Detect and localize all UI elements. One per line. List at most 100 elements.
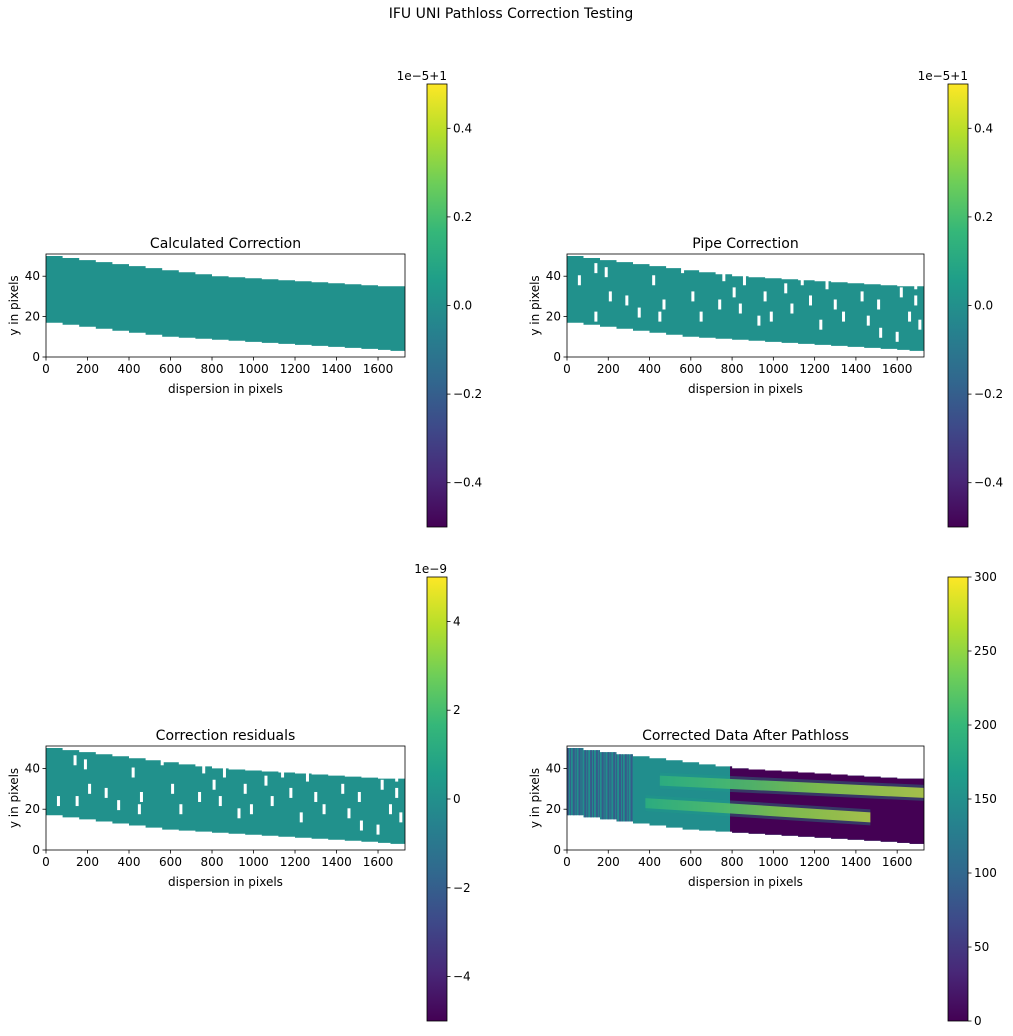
masked-pixel	[625, 295, 629, 306]
masked-pixel	[658, 311, 662, 322]
masked-pixel	[117, 800, 121, 811]
masked-pixel	[800, 275, 804, 286]
masked-pixel	[270, 796, 274, 807]
colorbar: −0.4 −0.2 0.0 0.2 0.4 1e−5+1	[397, 69, 482, 528]
colorbar-gradient	[427, 577, 447, 1021]
x-tick-label: 800	[721, 362, 744, 376]
masked-pixel	[908, 311, 912, 322]
y-tick-label: 0	[553, 350, 561, 364]
masked-pixel	[691, 291, 695, 302]
x-tick-label: 600	[679, 362, 702, 376]
spectral-trace-1	[659, 775, 924, 798]
masked-pixel	[231, 755, 235, 766]
heatmap-strip	[567, 256, 924, 351]
colorbar-tick-label: 0.4	[453, 121, 472, 135]
masked-pixel	[842, 311, 846, 322]
vertical-stripe	[595, 748, 598, 844]
colorbar-tick-label: 0.0	[453, 299, 472, 313]
figure-suptitle: IFU UNI Pathloss Correction Testing	[389, 6, 634, 22]
masked-pixel	[652, 275, 656, 286]
masked-pixel	[380, 779, 384, 790]
masked-pixel	[809, 295, 813, 306]
colorbar-tick-label: 300	[974, 570, 997, 584]
vertical-stripe	[567, 748, 569, 844]
colorbar-offset-label: 1e−9	[414, 562, 447, 576]
heatmap-image	[46, 256, 405, 351]
x-tick-label: 1000	[758, 855, 789, 869]
x-tick-label: 200	[76, 362, 99, 376]
y-tick-label: 40	[25, 269, 40, 283]
masked-pixel	[347, 808, 351, 819]
colorbar-tick-label: 0.0	[974, 299, 993, 313]
masked-pixel	[780, 263, 784, 274]
axes-title: Pipe Correction	[692, 236, 798, 252]
x-axis-label: dispersion in pixels	[688, 875, 803, 889]
x-tick-label: 1400	[321, 855, 352, 869]
trace-halo	[645, 795, 871, 826]
masked-pixel	[137, 804, 141, 815]
colorbar-tick-label: 2	[453, 703, 461, 717]
masked-pixel	[895, 331, 899, 342]
vertical-stripe	[569, 748, 571, 844]
x-tick-label: 1000	[238, 855, 269, 869]
masked-pixel	[281, 767, 285, 778]
x-tick-label: 1200	[280, 362, 311, 376]
masked-pixel	[395, 787, 399, 798]
x-tick-label: 0	[42, 362, 50, 376]
masked-pixel	[249, 804, 253, 815]
masked-pixel	[75, 796, 79, 807]
axes-frame	[566, 745, 925, 851]
y-tick-label: 20	[25, 802, 40, 816]
y-tick-label: 20	[25, 310, 40, 324]
colorbar-tick-label: 250	[974, 644, 997, 658]
masked-pixel	[295, 755, 299, 766]
x-tick-label: 400	[118, 855, 141, 869]
heatmap-image	[567, 748, 924, 844]
masked-pixel	[784, 283, 788, 294]
trace-halo	[659, 772, 924, 801]
colorbar-tick-label: 0.2	[453, 210, 472, 224]
colorbar-tick-label: −2	[453, 881, 471, 895]
x-tick-label: 1400	[321, 362, 352, 376]
masked-pixel	[718, 299, 722, 310]
masked-pixel	[608, 291, 612, 302]
x-tick-label: 600	[159, 362, 182, 376]
y-tick-label: 0	[32, 350, 40, 364]
masked-pixel	[139, 791, 143, 802]
masked-pixel	[866, 315, 870, 326]
masked-pixel	[825, 279, 829, 290]
axes-title: Corrected Data After Pathloss	[642, 728, 849, 744]
masked-pixel	[877, 299, 881, 310]
masked-pixel	[899, 287, 903, 298]
x-tick-label: 0	[42, 855, 50, 869]
vertical-stripe	[624, 748, 627, 844]
x-tick-label: 1600	[363, 362, 394, 376]
x-tick-label: 1400	[841, 855, 872, 869]
colorbar-tick-label: 50	[974, 940, 989, 954]
colorbar-tick-label: 200	[974, 718, 997, 732]
masked-pixel	[289, 787, 293, 798]
vertical-stripe	[610, 748, 612, 844]
x-tick-label: 1200	[280, 855, 311, 869]
axes-title: Correction residuals	[156, 728, 296, 744]
masked-pixel	[388, 804, 392, 815]
colorbar-tick-label: 0	[974, 1014, 982, 1028]
vertical-stripe	[593, 748, 595, 844]
axes-frame	[45, 745, 406, 851]
x-tick-label: 1200	[799, 362, 830, 376]
vertical-stripe	[598, 748, 600, 844]
colorbar-gradient	[948, 84, 968, 527]
masked-pixel	[359, 820, 363, 831]
colorbar-tick-label: −0.2	[453, 387, 482, 401]
masked-pixel	[763, 291, 767, 302]
masked-pixel	[260, 755, 264, 766]
panel-3: 0 200 400 600 800 1000 1200 1400 160002040Correc…	[7, 562, 471, 1022]
x-tick-label: 1000	[758, 362, 789, 376]
y-tick-label: 20	[546, 310, 561, 324]
masked-pixel	[222, 767, 226, 778]
y-axis-label: y in pixels	[7, 275, 21, 335]
x-tick-label: 200	[597, 855, 620, 869]
y-tick-label: 40	[546, 761, 561, 775]
x-axis-label: dispersion in pixels	[168, 382, 283, 396]
